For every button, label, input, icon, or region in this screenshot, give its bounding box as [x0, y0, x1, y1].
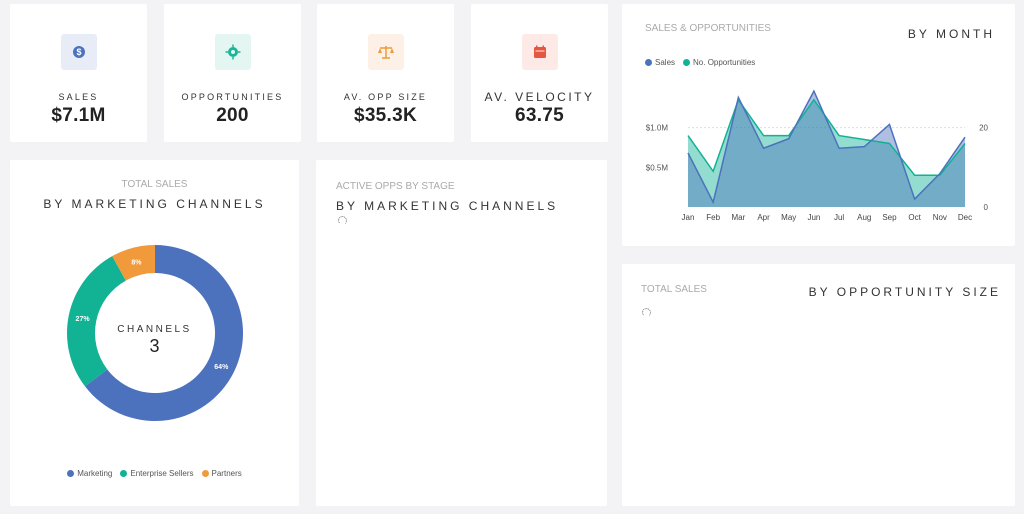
- x-tick: Apr: [757, 213, 770, 222]
- kpi-value: 63.75: [514, 105, 565, 126]
- sales-by-opp-size-card: TOTAL SALES BY OPPORTUNITY SIZE: [622, 264, 1015, 506]
- card-subtitle: TOTAL SALES: [121, 179, 188, 190]
- x-tick: Jan: [682, 213, 695, 222]
- legend-item-opportunities[interactable]: No. Opportunities: [683, 58, 755, 67]
- kpi-value: $7.1M: [51, 105, 106, 126]
- sales-by-channel-card: TOTAL SALES BY MARKETING CHANNELS 64% 27%…: [10, 160, 299, 506]
- legend-item-sales[interactable]: Sales: [645, 58, 675, 67]
- x-tick: Sep: [882, 213, 897, 222]
- card-title: BY MONTH: [907, 27, 995, 41]
- donut-chart[interactable]: 64% 27% 8%: [10, 240, 299, 440]
- kpi-label: OPPORTUNITIES: [181, 92, 284, 102]
- kpi-value: 200: [216, 105, 249, 126]
- donut-legend: Marketing Enterprise Sellers Partners: [10, 469, 299, 478]
- kpi-card-opportunities: OPPORTUNITIES 200: [164, 4, 301, 142]
- card-title: BY OPPORTUNITY SIZE: [808, 285, 1001, 299]
- y-tick-left: $0.5M: [646, 163, 669, 172]
- legend-item-marketing[interactable]: Marketing: [67, 469, 112, 478]
- legend-item-partners[interactable]: Partners: [201, 469, 242, 478]
- calendar-icon: [521, 34, 558, 70]
- card-subtitle: ACTIVE OPPS BY STAGE: [336, 181, 455, 192]
- data-label: 27%: [76, 316, 91, 323]
- kpi-label: AV. VELOCITY: [484, 90, 595, 104]
- x-tick: Dec: [958, 213, 972, 222]
- x-tick: Feb: [706, 213, 720, 222]
- active-opps-card: ACTIVE OPPS BY STAGE BY MARKETING CHANNE…: [316, 160, 607, 506]
- slice-marketing[interactable]: [84, 245, 243, 421]
- kpi-card-av-opp-size: AV. OPP SIZE $35.3K: [317, 4, 454, 142]
- loading-spinner-icon: [338, 216, 347, 225]
- svg-text:$: $: [76, 47, 81, 57]
- x-tick: Nov: [933, 213, 947, 222]
- x-tick: Aug: [857, 213, 871, 222]
- card-title: BY MARKETING CHANNELS: [43, 197, 266, 211]
- y-tick-right: 0: [984, 203, 989, 212]
- x-tick: Jul: [834, 213, 844, 222]
- x-tick: Jun: [807, 213, 820, 222]
- series-line-sales[interactable]: [687, 89, 966, 205]
- card-subtitle: TOTAL SALES: [641, 284, 707, 295]
- y-tick-right: 20: [979, 124, 988, 133]
- legend-item-enterprise-sellers[interactable]: Enterprise Sellers: [120, 469, 194, 478]
- donut-center-value: 3: [149, 336, 160, 356]
- slice-enterprise-sellers[interactable]: [66, 256, 126, 387]
- kpi-value: $35.3K: [353, 105, 418, 126]
- kpi-card-sales: $ SALES $7.1M: [10, 4, 147, 142]
- x-tick: May: [781, 213, 796, 222]
- kpi-label: AV. OPP SIZE: [343, 92, 428, 102]
- card-subtitle: SALES & OPPORTUNITIES: [645, 23, 771, 34]
- kpi-label: SALES: [58, 92, 99, 102]
- sales-opps-by-month-card: SALES & OPPORTUNITIES BY MONTH Sales No.…: [622, 4, 1015, 246]
- y-tick-left: $1.0M: [646, 124, 669, 133]
- series-area-sales[interactable]: [688, 91, 965, 207]
- chart-legend: Sales No. Opportunities: [645, 58, 755, 67]
- scale-icon: [367, 34, 404, 70]
- kpi-card-av-velocity: AV. VELOCITY 63.75: [471, 4, 608, 142]
- area-chart[interactable]: $1.0M $0.5M 20 0 Jan Feb Mar Apr May Jun Jul Aug Sep…: [622, 70, 1015, 240]
- x-tick: Oct: [908, 213, 921, 222]
- dollar-icon: $: [60, 34, 97, 70]
- slice-partners[interactable]: [112, 245, 155, 281]
- data-label: 8%: [131, 259, 142, 266]
- data-label: 64%: [214, 364, 229, 371]
- x-tick: Mar: [731, 213, 745, 222]
- loading-spinner-icon: [642, 308, 651, 317]
- donut-center-label: CHANNELS: [117, 324, 192, 335]
- target-icon: [214, 34, 251, 70]
- card-title: BY MARKETING CHANNELS: [336, 199, 559, 213]
